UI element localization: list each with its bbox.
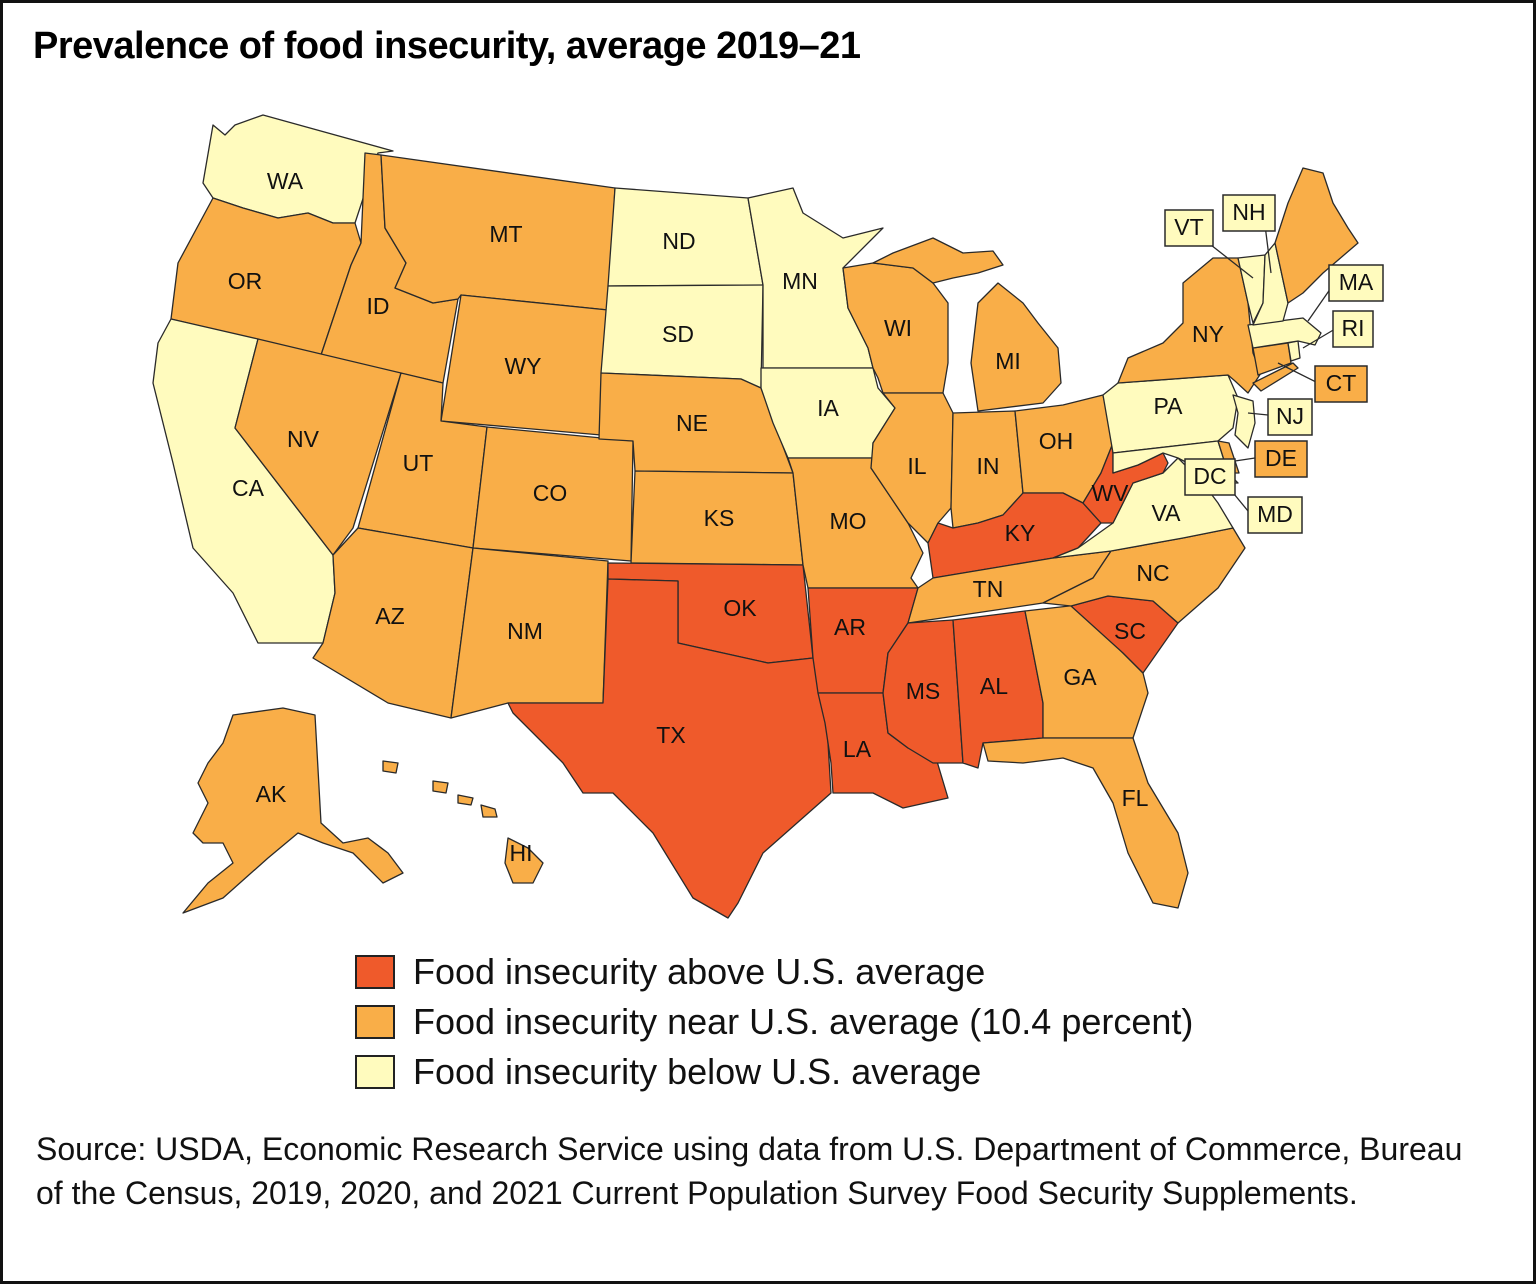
state-label-ak: AK <box>256 781 287 807</box>
legend-swatch-near <box>355 1005 395 1039</box>
state-label-ma: MA <box>1339 269 1374 295</box>
state-me <box>1274 167 1359 304</box>
state-label-tn: TN <box>973 576 1004 602</box>
chart-title: Prevalence of food insecurity, average 2… <box>33 25 861 67</box>
state-label-nd: ND <box>662 228 695 254</box>
state-label-ri: RI <box>1342 315 1365 341</box>
state-hi-part <box>480 804 498 818</box>
state-hi <box>504 837 544 884</box>
state-label-wv: WV <box>1091 480 1129 506</box>
legend-item-near: Food insecurity near U.S. average (10.4 … <box>355 997 1193 1047</box>
callout-box-nj <box>1267 398 1313 436</box>
state-label-ga: GA <box>1063 664 1097 690</box>
state-label-sc: SC <box>1114 618 1146 644</box>
state-label-co: CO <box>533 480 568 506</box>
legend-swatch-above <box>355 955 395 989</box>
state-label-fl: FL <box>1122 785 1149 811</box>
state-label-ok: OK <box>723 595 757 621</box>
state-label-hi: HI <box>510 840 533 866</box>
state-label-md: MD <box>1257 501 1293 527</box>
state-label-ks: KS <box>704 505 735 531</box>
state-label-mn: MN <box>782 268 818 294</box>
callout-box-ma <box>1328 264 1384 302</box>
state-ak <box>182 707 404 914</box>
state-wv <box>1082 442 1169 524</box>
state-label-ms: MS <box>906 678 941 704</box>
state-ny-part <box>1252 362 1299 392</box>
state-fl <box>982 737 1189 909</box>
state-label-id: ID <box>367 293 390 319</box>
state-label-ny: NY <box>1192 321 1224 347</box>
state-label-wy: WY <box>504 353 541 379</box>
state-label-ct: CT <box>1326 370 1357 396</box>
state-label-ar: AR <box>834 614 866 640</box>
legend-label-below: Food insecurity below U.S. average <box>413 1051 982 1092</box>
legend-label-above: Food insecurity above U.S. average <box>413 951 986 992</box>
state-label-sd: SD <box>662 321 694 347</box>
state-label-de: DE <box>1265 445 1297 471</box>
state-label-oh: OH <box>1039 428 1074 454</box>
state-mi-part <box>872 237 1004 284</box>
state-hi-part <box>457 794 474 806</box>
callout-box-dc <box>1184 458 1236 496</box>
callout-box-nh <box>1222 194 1276 232</box>
state-label-pa: PA <box>1154 393 1184 419</box>
state-label-or: OR <box>228 268 263 294</box>
state-label-dc: DC <box>1193 463 1226 489</box>
callout-box-de <box>1254 440 1308 478</box>
state-label-az: AZ <box>375 603 404 629</box>
legend-label-near: Food insecurity near U.S. average (10.4 … <box>413 1001 1194 1042</box>
state-tx <box>507 578 832 919</box>
state-nv <box>234 338 402 556</box>
state-label-mi: MI <box>995 348 1021 374</box>
legend-item-above: Food insecurity above U.S. average <box>355 947 1193 997</box>
us-map: WA OR CA ID NV MT WY UT AZ CO NM ND SD N… <box>152 114 1359 919</box>
state-label-nc: NC <box>1136 560 1169 586</box>
state-label-ia: IA <box>817 395 839 421</box>
callout-box-md <box>1247 496 1303 534</box>
state-label-al: AL <box>980 673 1008 699</box>
state-label-nv: NV <box>287 426 320 452</box>
state-label-wa: WA <box>267 168 304 194</box>
state-label-la: LA <box>843 736 872 762</box>
state-hi-part <box>432 780 449 794</box>
callout-box-ct <box>1314 365 1368 403</box>
callout-box-vt <box>1164 209 1214 247</box>
state-label-tx: TX <box>656 722 685 748</box>
state-nc <box>1042 527 1246 624</box>
state-mi <box>970 282 1062 412</box>
state-label-ne: NE <box>676 410 708 436</box>
state-label-mt: MT <box>489 221 522 247</box>
callout-box-ri <box>1332 310 1374 348</box>
state-label-il: IL <box>907 453 926 479</box>
state-hi-part <box>382 760 399 774</box>
state-label-ut: UT <box>403 450 434 476</box>
state-label-nm: NM <box>507 618 543 644</box>
state-label-nh: NH <box>1232 199 1265 225</box>
state-label-nj: NJ <box>1276 403 1304 429</box>
state-label-ky: KY <box>1005 520 1036 546</box>
source-note: Source: USDA, Economic Research Service … <box>36 1131 1463 1211</box>
state-label-vt: VT <box>1174 214 1203 240</box>
legend-swatch-below <box>355 1055 395 1089</box>
legend: Food insecurity above U.S. average Food … <box>355 947 1193 1097</box>
state-ma <box>1247 317 1322 349</box>
state-or <box>170 197 362 356</box>
state-label-va: VA <box>1152 500 1182 526</box>
state-label-ca: CA <box>232 475 265 501</box>
legend-item-below: Food insecurity below U.S. average <box>355 1047 1193 1097</box>
state-label-mo: MO <box>829 508 866 534</box>
state-label-in: IN <box>977 453 1000 479</box>
state-label-wi: WI <box>884 315 912 341</box>
northeast-callouts: VT NH MA RI CT NJ DE MD DC <box>1164 194 1384 534</box>
state-nj <box>1232 394 1256 449</box>
